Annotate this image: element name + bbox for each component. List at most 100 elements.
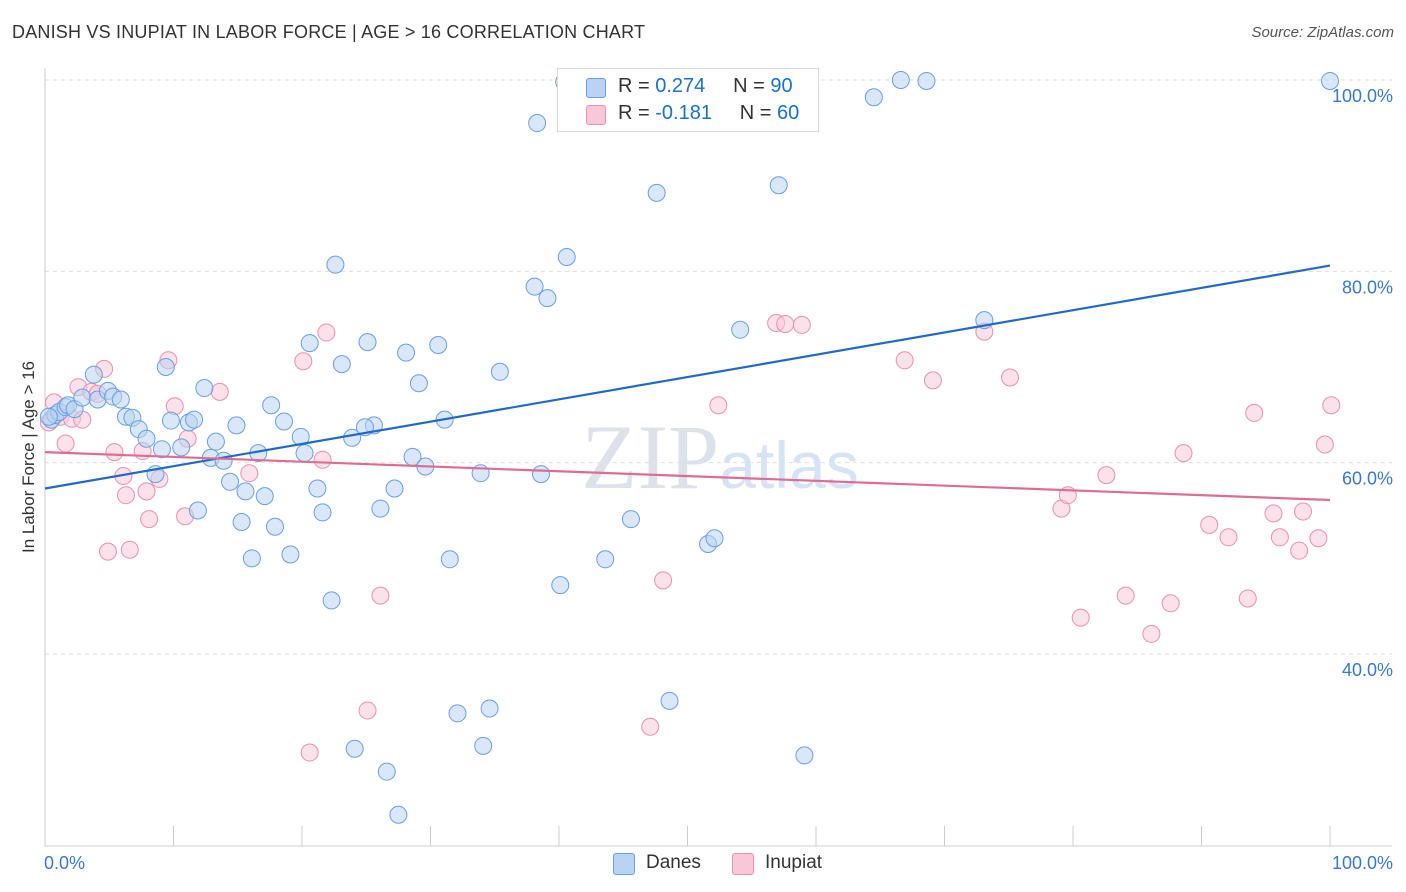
danes-point xyxy=(660,691,679,710)
inupiat-point xyxy=(1238,589,1257,608)
trend-lines xyxy=(44,264,1331,502)
inupiat-point xyxy=(1264,504,1283,523)
danes-point xyxy=(1321,71,1339,90)
correlation-legend: R = 0.274 N = 90 R = -0.181 N = 60 xyxy=(557,68,819,132)
danes-point xyxy=(242,549,261,568)
inupiat-r-label: R = xyxy=(618,102,650,124)
inupiat-point xyxy=(1309,529,1328,548)
watermark: ZIPatlas xyxy=(581,406,858,508)
x-tick-label: 100.0% xyxy=(1332,853,1393,873)
danes-point xyxy=(227,416,246,435)
danes-point xyxy=(152,440,171,459)
danes-point xyxy=(322,591,341,610)
danes-point xyxy=(266,517,285,536)
grid-lines xyxy=(45,79,1392,655)
danes-point xyxy=(397,343,416,362)
inupiat-point xyxy=(210,382,229,401)
danes-point xyxy=(647,183,666,202)
y-tick-label: 80.0% xyxy=(1342,277,1393,297)
inupiat-point xyxy=(294,352,313,371)
danes-point xyxy=(891,71,910,89)
axes xyxy=(44,68,1392,847)
danes-point xyxy=(275,412,294,431)
danes-legend-label: Danes xyxy=(646,852,701,873)
inupiat-point xyxy=(1322,396,1341,415)
danes-point xyxy=(281,545,300,564)
danes-point xyxy=(551,576,570,595)
danes-point xyxy=(172,438,191,457)
danes-stats: R = 0.274 N = 90 xyxy=(618,75,793,98)
danes-point xyxy=(195,379,214,398)
y-tick-label: 40.0% xyxy=(1342,660,1393,680)
danes-point xyxy=(73,388,92,407)
danes-point xyxy=(156,358,175,376)
danes-point xyxy=(206,432,225,451)
y-tick-label: 60.0% xyxy=(1342,469,1393,489)
inupiat-point xyxy=(98,542,117,561)
danes-point xyxy=(300,334,319,353)
danes-point xyxy=(440,550,459,569)
danes-point xyxy=(345,739,364,758)
inupiat-point xyxy=(1290,541,1309,560)
danes-point xyxy=(490,362,509,381)
inupiat-point xyxy=(1294,502,1313,521)
inupiat-points xyxy=(39,313,1341,762)
x-tick-label: 0.0% xyxy=(44,853,85,873)
danes-point xyxy=(371,499,390,518)
inupiat-point xyxy=(1071,608,1090,627)
inupiat-point xyxy=(1142,624,1161,643)
inupiat-legend-label: Inupiat xyxy=(765,852,823,873)
inupiat-point xyxy=(1219,528,1238,547)
inupiat-point xyxy=(1174,444,1193,463)
inupiat-point xyxy=(1245,403,1264,422)
danes-point xyxy=(214,451,233,470)
danes-point xyxy=(795,746,814,765)
inupiat-point xyxy=(641,717,660,736)
inupiat-point xyxy=(1161,594,1180,613)
inupiat-swatch xyxy=(586,105,606,125)
chart-title: DANISH VS INUPIAT IN LABOR FORCE | AGE >… xyxy=(12,22,646,42)
danes-point xyxy=(295,444,314,463)
inupiat-n-label: N = xyxy=(739,102,772,124)
danes-point xyxy=(448,704,467,723)
inupiat-r-value: -0.181 xyxy=(655,102,712,124)
inupiat-stats: R = -0.181 N = 60 xyxy=(618,102,799,125)
inupiat-point xyxy=(240,464,259,483)
inupiat-point xyxy=(776,314,795,333)
inupiat-point xyxy=(140,510,159,529)
danes-r-value: 0.274 xyxy=(655,75,706,97)
danes-point xyxy=(188,501,207,520)
inupiat-point xyxy=(313,450,332,469)
inupiat-trend-line xyxy=(44,451,1331,502)
danes-point xyxy=(538,289,557,308)
danes-point xyxy=(308,479,327,498)
danes-point xyxy=(326,255,345,274)
inupiat-point xyxy=(300,743,319,762)
danes-point xyxy=(385,479,404,498)
danes-point xyxy=(525,277,544,296)
danes-point xyxy=(84,365,103,384)
inupiat-point xyxy=(120,540,139,559)
inupiat-point xyxy=(1116,586,1135,605)
inupiat-point xyxy=(137,482,156,501)
danes-point xyxy=(731,320,750,339)
danes-n-label: N = xyxy=(733,75,765,97)
danes-point xyxy=(377,762,396,781)
inupiat-point xyxy=(1097,466,1116,485)
danes-point xyxy=(185,410,204,429)
danes-point xyxy=(255,487,274,506)
danes-point xyxy=(236,482,255,501)
danes-point xyxy=(409,374,428,393)
inupiat-point xyxy=(1270,528,1289,547)
inupiat-point xyxy=(371,586,390,605)
inupiat-point xyxy=(709,396,728,415)
danes-point xyxy=(528,114,547,133)
y-axis-label: In Labor Force | Age > 16 xyxy=(19,361,38,553)
danes-legend-swatch xyxy=(613,853,635,875)
danes-point xyxy=(480,699,499,718)
danes-point xyxy=(232,512,251,531)
danes-point xyxy=(429,335,448,354)
inupiat-point xyxy=(116,486,135,505)
danes-point xyxy=(313,503,332,522)
